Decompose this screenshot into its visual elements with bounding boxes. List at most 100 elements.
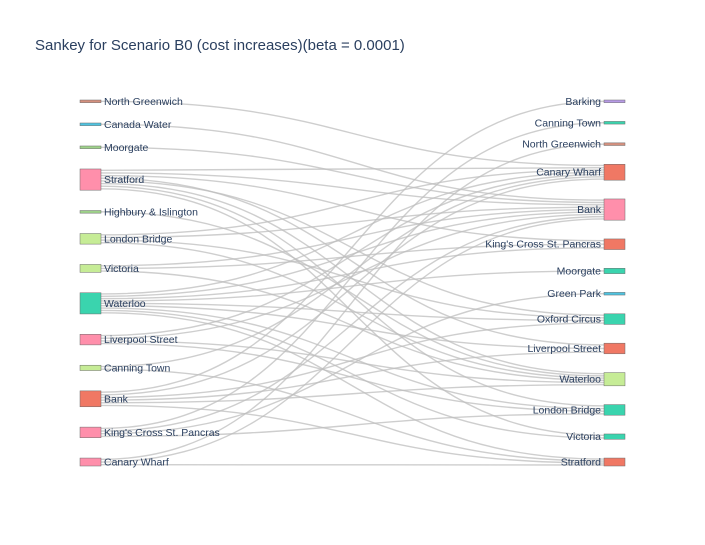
sankey-link: [100, 206, 605, 239]
sankey-link: [100, 413, 605, 438]
source-node-label: Liverpool Street: [104, 334, 178, 346]
target-node: [603, 313, 626, 325]
sankey-link: [100, 342, 605, 412]
sankey-link: [100, 211, 605, 377]
source-node: [79, 426, 102, 438]
target-node-label: Liverpool Street: [527, 343, 601, 355]
target-node: [603, 404, 626, 416]
sankey-link: [100, 100, 605, 393]
chart-title: Sankey for Scenario B0 (cost increases)(…: [35, 37, 405, 54]
target-node-label: North Greenwich: [522, 139, 601, 151]
sankey-link: [100, 123, 605, 201]
source-node: [79, 145, 102, 149]
target-node: [603, 142, 626, 146]
target-node: [603, 292, 626, 296]
source-node-label: Canada Water: [104, 119, 172, 131]
target-node-label: Stratford: [561, 457, 601, 469]
target-node-label: King's Cross St. Pancras: [485, 239, 601, 251]
node-layer: North Greenwich Canada Water Moorgate Strat…: [79, 96, 626, 469]
sankey-link: [100, 146, 605, 204]
target-node: [603, 99, 626, 103]
sankey-link: [100, 384, 605, 404]
sankey-link: [100, 404, 605, 464]
sankey-link: [100, 122, 605, 430]
target-node: [603, 342, 626, 355]
target-node: [603, 198, 626, 221]
sankey-link: [100, 178, 605, 396]
sankey-link: [100, 174, 605, 242]
target-node-label: Moorgate: [557, 265, 602, 277]
source-node-label: Moorgate: [104, 142, 149, 154]
source-node-label: Highbury & Islington: [104, 206, 198, 218]
target-node-label: London Bridge: [533, 404, 601, 416]
source-node-label: Bank: [104, 393, 129, 405]
sankey-link: [100, 166, 605, 171]
source-node: [79, 292, 102, 315]
target-node: [603, 164, 626, 181]
sankey-link: [100, 211, 605, 297]
source-node-label: King's Cross St. Pancras: [104, 427, 220, 439]
sankey-link: [100, 340, 605, 384]
sankey-link: [100, 180, 605, 316]
sankey-link: [100, 307, 605, 410]
sankey-link: [100, 215, 605, 432]
target-node-label: Waterloo: [559, 374, 601, 386]
source-node-label: Waterloo: [104, 298, 146, 310]
target-node: [603, 433, 626, 440]
sankey-link: [100, 169, 605, 236]
source-node-label: London Bridge: [104, 233, 172, 245]
source-node: [79, 364, 102, 371]
target-node: [603, 238, 626, 250]
sankey-link: [100, 176, 605, 368]
sankey-link: [100, 302, 605, 322]
target-node-label: Victoria: [566, 431, 601, 443]
source-node: [79, 99, 102, 103]
sankey-link: [100, 243, 605, 270]
sankey-link: [100, 322, 605, 399]
sankey-link: [100, 242, 605, 379]
sankey-link: [100, 247, 605, 300]
source-node: [79, 233, 102, 245]
source-node-label: Stratford: [104, 174, 144, 186]
target-node-label: Canning Town: [535, 117, 602, 129]
target-node-label: Barking: [565, 96, 601, 108]
sankey-link: [100, 351, 605, 401]
source-node: [79, 264, 102, 273]
target-node: [603, 372, 626, 387]
source-node-label: Canning Town: [104, 362, 171, 374]
source-node-label: North Greenwich: [104, 96, 183, 108]
source-node-label: Victoria: [104, 263, 139, 275]
sankey-link: [100, 100, 605, 167]
target-node-label: Canary Wharf: [536, 167, 601, 179]
sankey-link: [100, 143, 605, 461]
sankey-link: [100, 177, 605, 346]
sankey-link: [100, 270, 605, 381]
sankey-link: [100, 239, 605, 319]
sankey-link: [100, 218, 605, 463]
sankey-link: [100, 368, 605, 462]
target-node: [603, 268, 626, 274]
link-layer: [100, 100, 605, 466]
sankey-link: [100, 270, 605, 302]
target-node: [603, 121, 626, 125]
source-node: [79, 168, 102, 191]
target-node-label: Green Park: [547, 288, 601, 300]
source-node: [79, 390, 102, 408]
target-node-label: Bank: [577, 204, 602, 216]
target-node: [603, 457, 626, 467]
sankey-link: [100, 312, 605, 460]
sankey-link: [100, 171, 605, 295]
source-node: [79, 122, 102, 126]
sankey-link: [100, 173, 605, 337]
source-node: [79, 457, 102, 467]
source-node-label: Canary Wharf: [104, 457, 169, 469]
sankey-link: [100, 293, 605, 435]
sankey-link: [100, 304, 605, 350]
source-node: [79, 210, 102, 214]
sankey-link: [100, 172, 605, 206]
target-node-label: Oxford Circus: [537, 314, 601, 326]
sankey-link: [100, 208, 605, 267]
source-node: [79, 334, 102, 346]
sankey-link: [100, 309, 605, 439]
